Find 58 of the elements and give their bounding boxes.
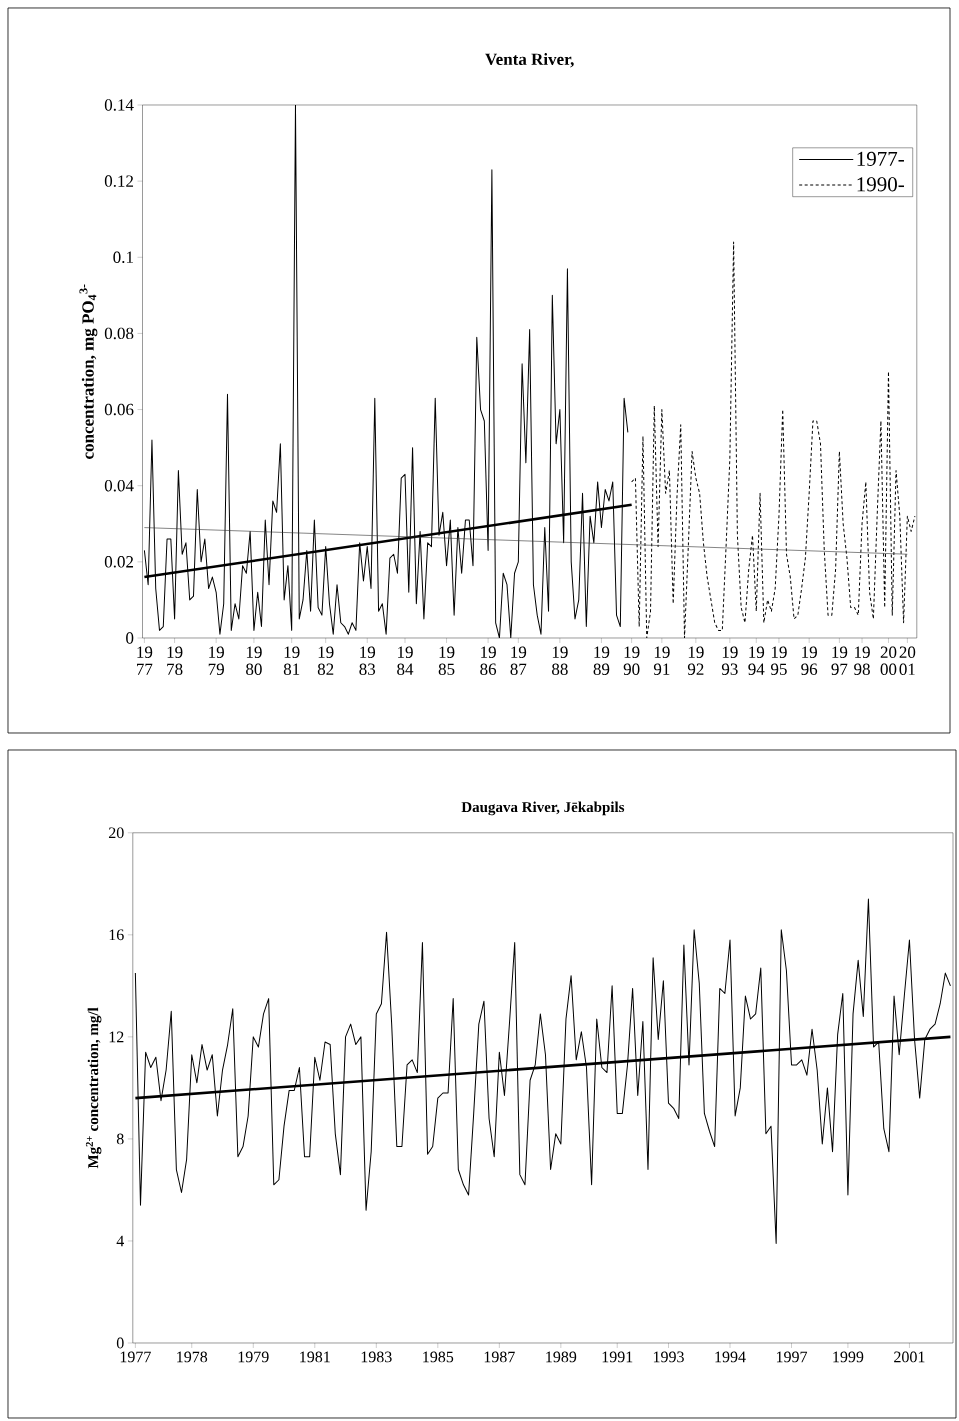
- chart-title: Daugava River, Jēkabpils: [461, 801, 625, 816]
- x-tick-label: 1983: [361, 1351, 392, 1363]
- x-tick-label: 19 79: [208, 646, 224, 675]
- y-tick-label: 12: [109, 1031, 124, 1043]
- x-tick-label: 1997: [776, 1351, 808, 1363]
- x-tick-label: 19 95: [770, 646, 787, 675]
- x-tick-label: 1978: [177, 1351, 208, 1363]
- y-tick-label: 0.02: [104, 556, 134, 568]
- y-tick-label: 0.14: [104, 99, 134, 111]
- x-tick-label: 19 83: [359, 646, 376, 675]
- y-tick-label: 0: [126, 632, 134, 644]
- y-tick-label: 0.12: [104, 175, 134, 187]
- x-tick-label: 1979: [238, 1351, 269, 1363]
- x-tick-label: 19 85: [438, 646, 455, 675]
- x-tick-label: 19 81: [283, 646, 300, 675]
- y-tick-label: 0: [116, 1337, 124, 1349]
- y-axis-title: concentration, mg PO$_{4}$3-: [79, 284, 98, 459]
- x-tick-label: 19 89: [593, 646, 610, 675]
- x-tick-label: 1994: [715, 1351, 746, 1363]
- x-tick-label: 1991: [602, 1351, 633, 1363]
- x-tick-label: 2001: [894, 1351, 925, 1363]
- x-tick-label: 1985: [423, 1351, 454, 1363]
- x-tick-label: 19 93: [721, 646, 738, 675]
- y-tick-label: 8: [116, 1133, 124, 1145]
- x-tick-label: 19 98: [854, 646, 870, 675]
- y-tick-label: 4: [116, 1235, 125, 1247]
- x-tick-label: 19 96: [801, 646, 818, 675]
- x-tick-label: 20 01: [899, 646, 916, 675]
- y-tick-label: 0.04: [104, 479, 134, 492]
- legend-label: 1990-: [857, 177, 904, 192]
- x-tick-label: 19 84: [397, 646, 414, 675]
- x-tick-label: 1999: [833, 1351, 864, 1363]
- x-tick-label: 1993: [653, 1351, 684, 1363]
- x-tick-label: 19 77: [137, 646, 153, 675]
- x-tick-label: 1981: [300, 1351, 330, 1363]
- x-tick-label: 19 86: [480, 646, 497, 675]
- x-tick-label: 19 91: [653, 646, 670, 675]
- y-tick-label: 0.08: [104, 327, 134, 340]
- x-tick-label: 19 88: [552, 646, 568, 675]
- x-tick-label: 20 00: [880, 646, 897, 675]
- x-tick-label: 19 80: [246, 646, 262, 675]
- y-axis-title: Mg$^{2+}$ concentration, mg/l: [85, 1007, 102, 1169]
- x-tick-label: 19 94: [748, 646, 765, 675]
- x-tick-label: 1987: [484, 1351, 515, 1363]
- legend-label: 1977-: [857, 151, 904, 166]
- x-tick-label: 19 82: [317, 646, 334, 675]
- x-tick-label: 19 87: [510, 646, 527, 675]
- x-tick-label: 1989: [546, 1351, 577, 1363]
- y-tick-label: 0.06: [104, 403, 134, 416]
- x-tick-label: 19 78: [167, 646, 183, 675]
- y-tick-label: 16: [109, 929, 124, 941]
- x-tick-label: 1977: [120, 1351, 151, 1363]
- y-tick-label: 20: [108, 827, 124, 839]
- y-tick-label: 0.1: [113, 251, 133, 264]
- chart-title: Venta River,: [485, 53, 574, 68]
- x-tick-label: 19 92: [687, 646, 704, 675]
- x-tick-label: 19 90: [623, 646, 640, 675]
- x-tick-label: 19 97: [831, 646, 848, 675]
